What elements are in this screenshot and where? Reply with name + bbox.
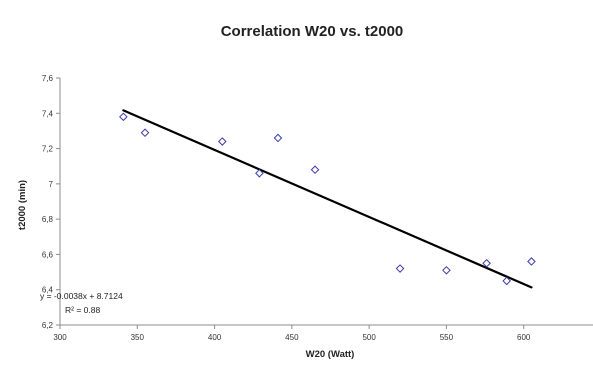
data-point — [310, 165, 320, 175]
y-axis-label: t2000 (min) — [17, 180, 28, 230]
y-axis-ticks: 6,2 6,4 6,6 6,8 7 7,2 7,4 7,6 — [42, 74, 60, 330]
data-point — [482, 258, 491, 268]
r-squared-label: R² = 0.88 — [65, 305, 100, 315]
data-point — [140, 128, 150, 137]
y-tick-label: 7 — [49, 180, 54, 189]
y-tick-label: 7,4 — [42, 109, 54, 118]
x-tick-label: 400 — [208, 333, 222, 342]
x-tick-label: 600 — [517, 333, 531, 342]
data-point — [395, 264, 405, 273]
y-tick-label: 6,4 — [42, 286, 54, 295]
y-tick-label: 7,6 — [42, 74, 54, 83]
y-tick-label: 6,8 — [42, 215, 54, 224]
chart-title: Correlation W20 vs. t2000 — [221, 23, 404, 40]
x-tick-label: 300 — [53, 333, 67, 342]
x-tick-label: 550 — [440, 333, 454, 342]
data-points — [119, 112, 536, 286]
y-tick-label: 7,2 — [42, 145, 54, 154]
data-point — [527, 257, 536, 266]
data-point — [273, 133, 283, 143]
y-tick-label: 6,6 — [42, 250, 54, 259]
data-point — [255, 168, 264, 178]
x-tick-label: 350 — [131, 333, 145, 342]
y-tick-label: 6,2 — [42, 321, 54, 330]
x-tick-label: 500 — [362, 333, 376, 342]
data-point — [442, 266, 451, 275]
data-point — [502, 276, 512, 286]
trendline-equation: y = -0.0038x + 8.7124 — [40, 291, 123, 301]
data-point — [217, 137, 227, 146]
x-tick-label: 450 — [285, 333, 299, 342]
trendline — [122, 109, 533, 289]
x-axis-ticks: 300350400450500550600650 — [53, 325, 531, 342]
x-axis-label: W20 (Watt) — [306, 349, 355, 360]
data-point — [119, 112, 128, 122]
